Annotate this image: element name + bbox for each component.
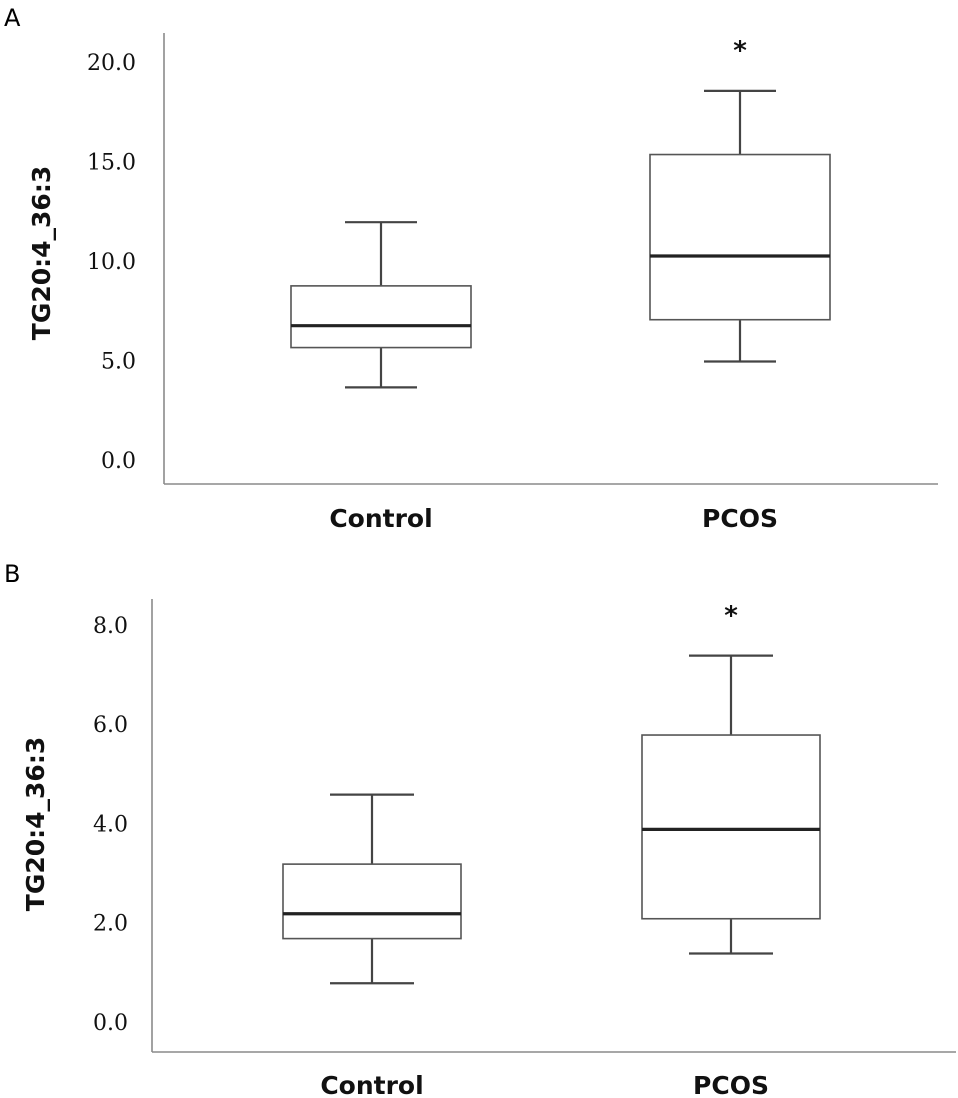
panel-a-category-label: PCOS: [702, 504, 778, 533]
panel-b-y-tick-label: 0.0: [93, 1011, 128, 1036]
panel-a-boxes: [290, 89, 831, 389]
panel-a-pcos-iqr-box: [649, 153, 831, 321]
panel-a-y-tick-label: 20.0: [87, 51, 136, 76]
panel-b-category-labels: Control PCOS: [320, 1071, 769, 1098]
panel-b-category-label: Control: [320, 1071, 423, 1098]
panel-a-letter: A: [4, 4, 21, 32]
panel-b-letter: B: [4, 560, 20, 588]
panel-a-box-control: [290, 221, 472, 389]
panel-b-y-ticks: 0.0 2.0 4.0 6.0 8.0: [93, 614, 128, 1036]
panel-a-y-axis-title: TG20:4_36:3: [27, 166, 56, 340]
panel-a-box-pcos: [649, 89, 831, 363]
panel-b-box-pcos: [641, 654, 821, 955]
panel-b-box-control: [282, 793, 462, 985]
panel-b-category-label: PCOS: [693, 1071, 769, 1098]
panel-b-significance-asterisk: *: [724, 601, 738, 631]
panel-b-boxes: [282, 654, 821, 985]
panel-a-annotations: *: [733, 36, 747, 66]
panel-b-annotations: *: [724, 601, 738, 631]
panel-a-y-tick-label: 10.0: [87, 250, 136, 275]
panel-a-category-labels: Control PCOS: [329, 504, 778, 533]
panel-b-y-tick-label: 2.0: [93, 912, 128, 937]
panel-b-y-axis-title: TG20:4_36:3: [21, 737, 50, 911]
panel-a-y-tick-label: 15.0: [87, 151, 136, 176]
panel-a: A TG20:4_36:3 0.0 5.0 10.0 15.0 20.0 Control…: [4, 4, 938, 533]
panel-b-y-tick-label: 8.0: [93, 614, 128, 639]
panel-b: B TG20:4_36:3 0.0 2.0 4.0 6.0 8.0 Control PCO…: [4, 560, 956, 1098]
panel-a-y-tick-label: 5.0: [101, 350, 136, 375]
panel-b-y-tick-label: 4.0: [93, 812, 128, 837]
panel-a-y-ticks: 0.0 5.0 10.0 15.0 20.0: [87, 51, 136, 474]
panel-b-y-tick-label: 6.0: [93, 713, 128, 738]
panel-b-control-iqr-box: [282, 863, 462, 940]
panel-b-pcos-iqr-box: [641, 734, 821, 920]
panel-a-significance-asterisk: *: [733, 36, 747, 66]
panel-a-y-tick-label: 0.0: [101, 449, 136, 474]
panel-a-category-label: Control: [329, 504, 432, 533]
panel-a-control-iqr-box: [290, 285, 472, 349]
